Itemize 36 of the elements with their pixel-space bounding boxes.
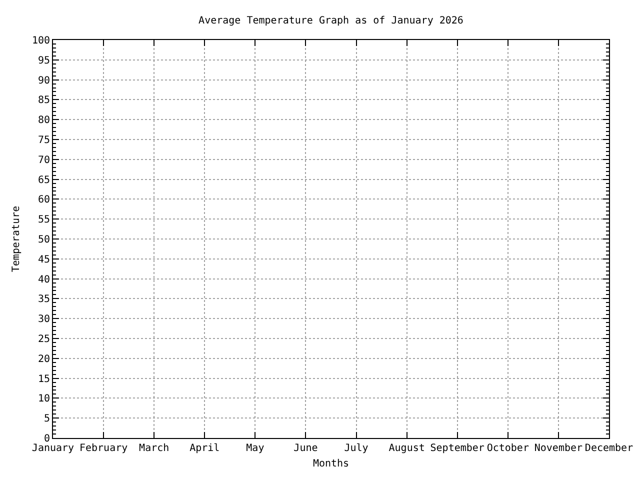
- chart-title: Average Temperature Graph as of January 2026: [198, 16, 464, 26]
- x-tick-label: December: [584, 443, 634, 454]
- y-tick-label: 35: [38, 294, 50, 306]
- y-tick-label: 25: [38, 334, 50, 345]
- x-tick-label: January: [32, 443, 74, 454]
- x-tick-label: February: [79, 443, 128, 454]
- y-tick-label: 50: [38, 234, 50, 246]
- x-tick-label: June: [294, 443, 318, 454]
- x-tick-label: July: [344, 443, 368, 454]
- x-axis-title: Months: [312, 458, 350, 470]
- y-tick-label: 45: [38, 254, 50, 266]
- y-axis-title: Temperature: [10, 206, 22, 272]
- x-tick-label: April: [190, 443, 220, 454]
- y-tick-label: 100: [32, 36, 50, 46]
- y-tick-label: 65: [38, 174, 50, 186]
- x-tick-label: August: [388, 443, 425, 454]
- x-tick-label: October: [486, 443, 529, 454]
- y-tick-label: 85: [38, 95, 50, 106]
- y-tick-label: 0: [44, 434, 50, 444]
- y-tick-label: 55: [38, 214, 50, 226]
- y-tick-label: 60: [38, 194, 50, 206]
- x-tick-label: March: [139, 443, 170, 454]
- y-tick-label: 15: [38, 374, 50, 385]
- x-tick-label: May: [246, 443, 264, 454]
- y-tick-label: 40: [38, 274, 50, 286]
- y-tick-label: 5: [44, 414, 50, 425]
- y-tick-label: 95: [38, 55, 50, 66]
- x-tick-label: September: [430, 443, 484, 454]
- y-tick-label: 70: [38, 154, 50, 166]
- y-tick-label: 30: [38, 314, 50, 326]
- y-tick-label: 20: [38, 354, 50, 365]
- y-tick-label: 10: [38, 394, 50, 405]
- y-tick-label: 75: [38, 135, 50, 146]
- x-tick-label: November: [534, 443, 583, 454]
- y-tick-label: 80: [38, 115, 50, 126]
- y-tick-label: 90: [38, 75, 50, 86]
